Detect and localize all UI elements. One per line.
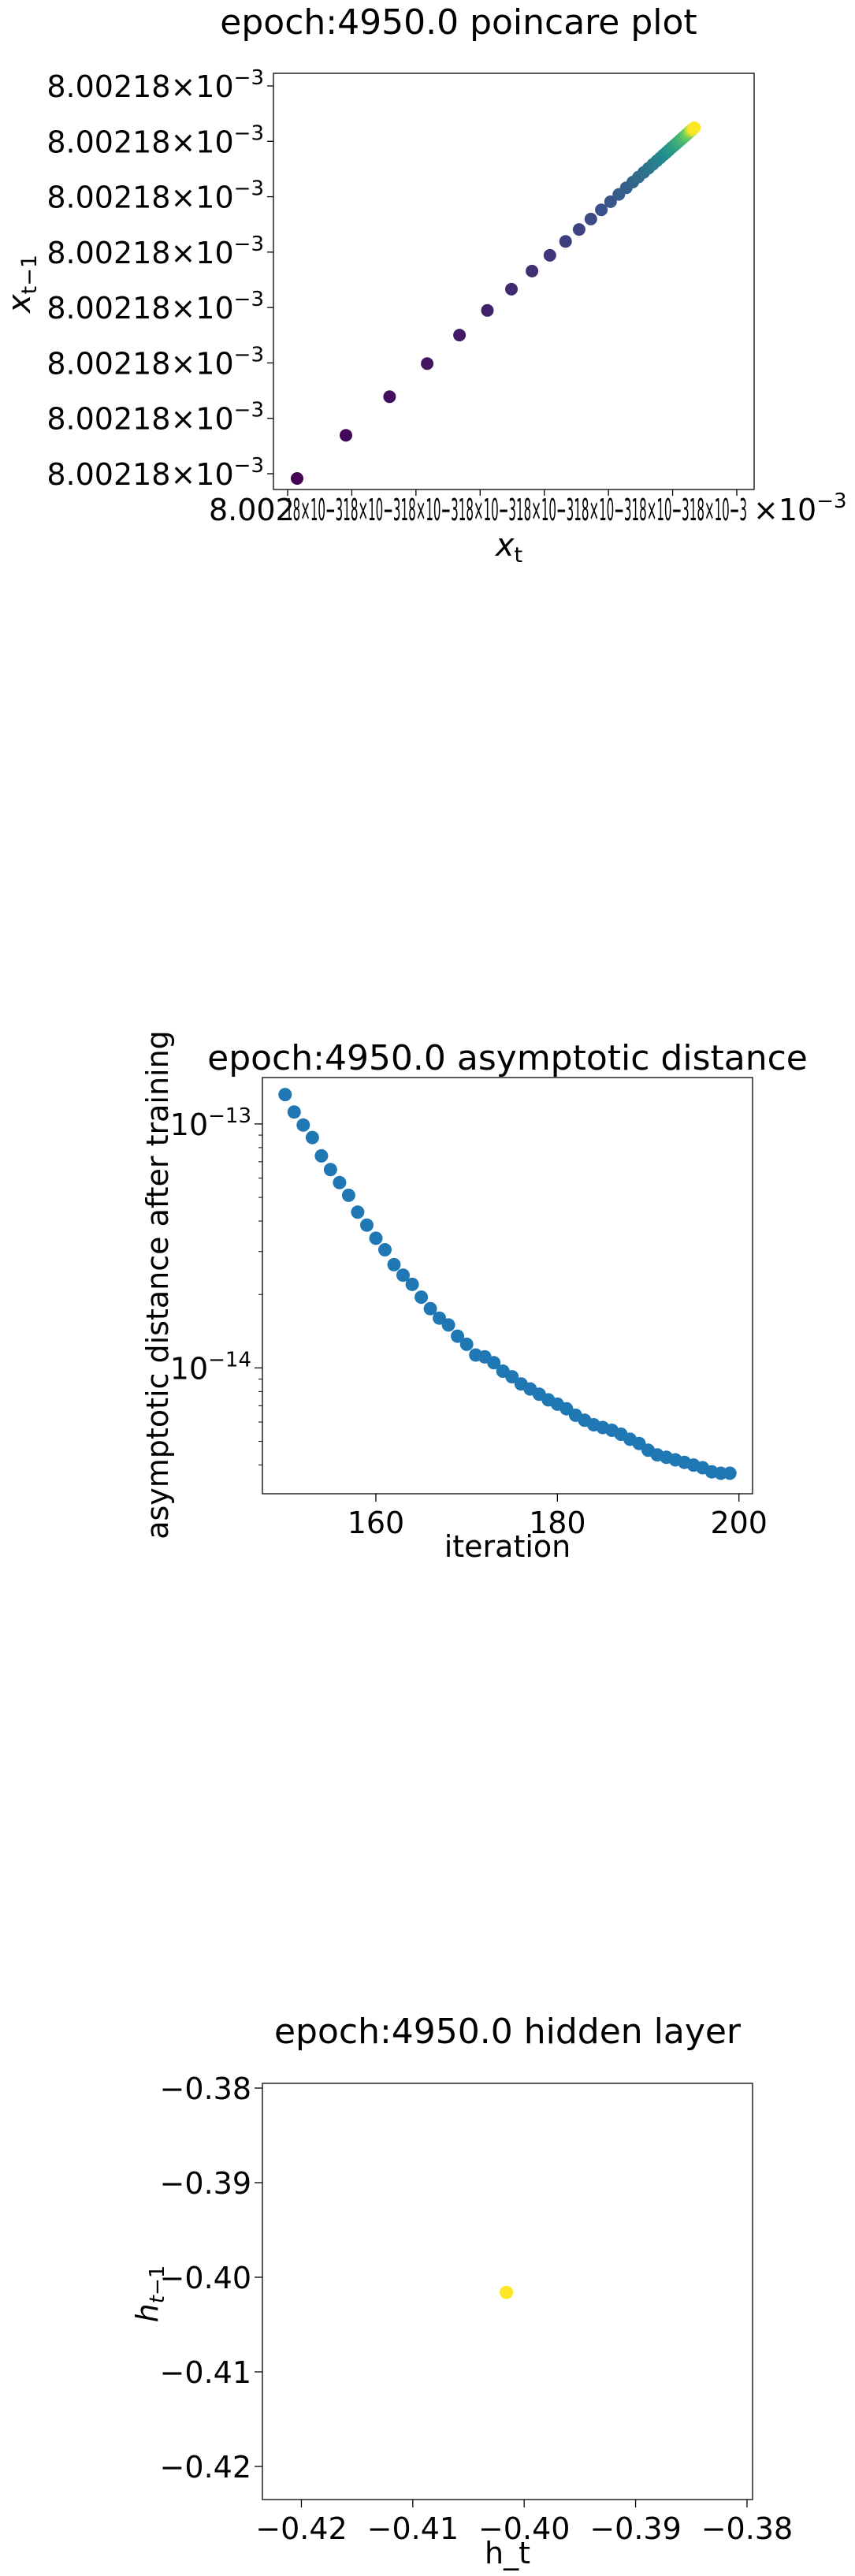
poincare-point: [453, 329, 467, 342]
asymptotic-point: [387, 1257, 401, 1271]
asymptotic-x-ticks: 160 180 200: [348, 1494, 768, 1540]
poincare-point: [340, 429, 352, 442]
poincare-y-tick-label: 8.00218×10−3: [46, 233, 264, 270]
hidden-y-tick-label: −0.38: [160, 2072, 251, 2106]
asymptotic-point: [414, 1290, 429, 1305]
asymptotic-y-tick-label: 10−14: [170, 1348, 251, 1386]
poincare-y-tick-label: 8.00218×10−3: [46, 343, 264, 381]
asymptotic-points: [278, 1088, 737, 1480]
asymptotic-point: [333, 1175, 347, 1189]
poincare-point: [505, 282, 518, 296]
asymptotic-minor-ticks: [258, 1134, 262, 1466]
asymptotic-point: [305, 1130, 319, 1145]
poincare-x-tick-label-last: ×10−3: [753, 490, 847, 527]
poincare-point: [543, 248, 556, 262]
hidden-x-tick-label: −0.40: [478, 2511, 570, 2546]
asymptotic-y-tick-label: 10−13: [170, 1104, 251, 1142]
hidden-y-tick-label: −0.42: [160, 2450, 251, 2485]
poincare-point: [584, 212, 597, 225]
hidden-y-tick-label: −0.39: [160, 2166, 251, 2201]
svg-text:ht−1: ht−1: [130, 2265, 169, 2323]
poincare-point: [604, 195, 617, 208]
asymptotic-point: [433, 1311, 447, 1325]
asymptotic-point: [341, 1188, 355, 1202]
hidden-title: epoch:4950.0 hidden layer: [274, 2012, 742, 2052]
hidden-layer-plot: epoch:4950.0 hidden layer −0.38−0.39−0.4…: [130, 2012, 793, 2570]
poincare-y-tick-label: 8.00218×10−3: [46, 454, 264, 492]
hidden-x-tick-label: −0.39: [589, 2511, 681, 2546]
poincare-points: [291, 121, 701, 485]
hidden-y-label: ht−1: [130, 2265, 169, 2323]
poincare-x-tick-label: 8.002: [209, 493, 295, 527]
asymptotic-title: epoch:4950.0 asymptotic distance: [207, 1038, 808, 1078]
asymptotic-y-label: asymptotic distance after training: [140, 1030, 175, 1539]
poincare-y-tick-label: 8.00218×10−3: [46, 66, 264, 104]
poincare-axes-frame: [273, 73, 755, 490]
poincare-y-tick-label: 8.00218×10−3: [46, 399, 264, 437]
poincare-y-label: xt−1: [2, 255, 42, 315]
poincare-point: [688, 121, 701, 134]
hidden-axes-frame: [262, 2083, 753, 2500]
hidden-x-tick-label: −0.38: [701, 2511, 793, 2546]
asymptotic-point: [369, 1231, 383, 1245]
poincare-point: [572, 223, 585, 236]
poincare-x-tick-overlap: 18×10−318×10−318×10−318×10−318×10−318×10…: [285, 493, 747, 527]
poincare-title: epoch:4950.0 poincare plot: [220, 2, 697, 43]
asymptotic-point: [378, 1243, 392, 1256]
poincare-y-tick-label: 8.00218×10−3: [46, 177, 264, 215]
asymptotic-point: [505, 1370, 519, 1384]
asymptotic-y-ticks: 10−13 10−14: [170, 1104, 262, 1386]
poincare-point: [526, 264, 539, 277]
hidden-y-tick-label: −0.41: [160, 2355, 251, 2390]
asymptotic-point: [441, 1318, 455, 1332]
hidden-y-ticks: −0.38 −0.39 −0.40 −0.41 −0.42: [160, 2072, 262, 2485]
asymptotic-point: [314, 1148, 329, 1163]
svg-text:xt−1: xt−1: [2, 255, 42, 315]
hidden-point: [500, 2285, 514, 2299]
hidden-points: [500, 2285, 514, 2299]
poincare-point: [481, 303, 494, 317]
asymptotic-point: [323, 1163, 337, 1177]
asymptotic-point: [723, 1466, 737, 1480]
hidden-y-tick-label: −0.40: [160, 2261, 251, 2295]
hidden-x-tick-label: −0.42: [255, 2511, 347, 2546]
poincare-point: [421, 357, 434, 370]
poincare-point: [291, 472, 303, 485]
asymptotic-axes-frame: [262, 1077, 753, 1495]
asymptotic-point: [487, 1356, 501, 1370]
asymptotic-x-label: iteration: [444, 1529, 571, 1564]
hidden-x-ticks: −0.42 −0.41 −0.40 −0.39 −0.38: [255, 2500, 793, 2546]
poincare-y-ticks: 8.00218×10−3 8.00218×10−3 8.00218×10−3 8.00…: [46, 66, 273, 492]
asymptotic-point: [451, 1329, 465, 1343]
asymptotic-point: [405, 1277, 419, 1291]
asymptotic-point: [351, 1205, 365, 1219]
asymptotic-point: [423, 1301, 437, 1316]
asymptotic-x-tick-label: 200: [710, 1506, 768, 1540]
poincare-point: [595, 203, 608, 217]
asymptotic-distance-plot: epoch:4950.0 asymptotic distance 10−1310…: [140, 1030, 808, 1564]
poincare-plot: epoch:4950.0 poincare plot 8.00218×10−38…: [2, 2, 847, 568]
hidden-x-tick-label: −0.41: [367, 2511, 459, 2546]
asymptotic-point: [278, 1088, 292, 1102]
poincare-y-tick-label: 8.00218×10−3: [46, 288, 264, 326]
poincare-x-label: xt: [494, 527, 522, 568]
asymptotic-point: [396, 1268, 410, 1282]
asymptotic-point: [360, 1218, 374, 1232]
hidden-x-label: h_t: [485, 2536, 530, 2570]
poincare-x-ticks: 8.00218×10−318×10−318×10−318×10−318×10−3…: [209, 490, 847, 527]
asymptotic-point: [287, 1105, 301, 1119]
poincare-y-tick-label: 8.00218×10−3: [46, 121, 264, 159]
poincare-point: [559, 235, 572, 248]
asymptotic-x-tick-label: 180: [529, 1506, 586, 1540]
asymptotic-point: [459, 1337, 474, 1351]
poincare-point: [383, 390, 396, 404]
asymptotic-x-tick-label: 160: [348, 1506, 405, 1540]
asymptotic-point: [296, 1118, 310, 1132]
